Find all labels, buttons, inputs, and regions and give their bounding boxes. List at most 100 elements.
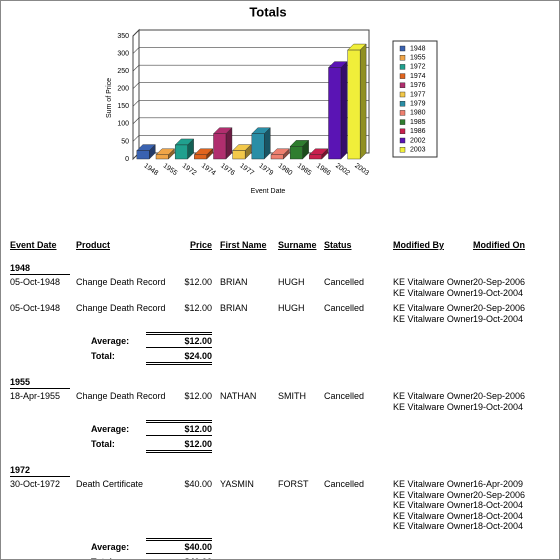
- cell: NATHAN: [220, 391, 257, 401]
- cell: BRIAN: [220, 303, 248, 313]
- cell: 18-Apr-1955: [10, 391, 61, 401]
- bar: [309, 154, 322, 160]
- group-year: 1972: [10, 465, 31, 475]
- rule: [10, 274, 70, 275]
- legend-swatch: [399, 64, 406, 70]
- legend-swatch: [399, 73, 406, 79]
- cell: 30-Oct-1972: [10, 479, 61, 489]
- cell: SMITH: [278, 391, 306, 401]
- average-label: Average:: [91, 336, 130, 346]
- bar-side: [359, 43, 367, 160]
- column-header: Surname: [278, 240, 317, 250]
- rule: [146, 422, 212, 423]
- rule: [146, 435, 212, 436]
- modified-on: 19-Oct-2004: [473, 287, 524, 298]
- chart-title: Totals: [249, 4, 286, 19]
- cell: YASMIN: [220, 479, 254, 489]
- cell: Change Death Record: [76, 277, 166, 287]
- modified-on: 19-Oct-2004: [473, 313, 524, 324]
- legend-label: 2003: [410, 147, 426, 154]
- cell: 05-Oct-1948: [10, 277, 61, 287]
- legend-swatch: [399, 110, 406, 116]
- grid-line: [132, 29, 369, 37]
- modified-on: 20-Sep-2006: [473, 277, 526, 287]
- modified-on: 19-Oct-2004: [473, 401, 524, 412]
- y-tick-label: 50: [121, 138, 129, 145]
- x-tick-label: 2002: [334, 162, 351, 177]
- average-value: $12.00: [184, 424, 212, 434]
- bar: [232, 150, 246, 160]
- legend-swatch: [399, 91, 406, 98]
- cell: HUGH: [278, 277, 305, 287]
- bar: [289, 146, 303, 160]
- x-tick-label: 1976: [219, 162, 236, 177]
- cell: Cancelled: [324, 277, 365, 287]
- modified-on: 18-Oct-2004: [473, 500, 524, 510]
- bar: [136, 150, 150, 160]
- x-tick-label: 1986: [315, 162, 332, 177]
- x-tick-label: 1948: [142, 162, 159, 177]
- average-label: Average:: [91, 424, 130, 434]
- grid-line: [132, 82, 369, 89]
- x-tick-label: 1979: [257, 162, 274, 177]
- price: $12.00: [184, 303, 212, 313]
- rule: [146, 347, 212, 348]
- column-header: Event Date: [10, 240, 57, 250]
- y-tick-label: 100: [117, 121, 129, 128]
- rule: [146, 364, 212, 365]
- x-tick-label: 1977: [238, 162, 255, 177]
- legend-label: 1977: [410, 91, 426, 98]
- x-tick-label: 2003: [353, 162, 370, 177]
- cell: BRIAN: [220, 277, 248, 287]
- y-tick-label: 0: [125, 156, 129, 163]
- rule: [10, 388, 70, 389]
- bar: [328, 67, 342, 160]
- legend-swatch: [399, 100, 406, 107]
- legend-label: 1972: [410, 64, 426, 71]
- price: $12.00: [184, 391, 212, 401]
- modified-on: 20-Sep-2006: [473, 489, 526, 500]
- rule: [146, 362, 212, 363]
- rule: [146, 420, 212, 421]
- y-tick-label: 350: [117, 33, 129, 40]
- legend-label: 2002: [410, 137, 426, 144]
- x-tick-label: 1955: [162, 162, 179, 177]
- total-label: Total:: [91, 351, 115, 361]
- modified-on: 16-Apr-2009: [473, 479, 524, 489]
- legend-label: 1986: [410, 128, 426, 135]
- legend-label: 1979: [410, 101, 426, 108]
- cell: Change Death Record: [76, 391, 166, 401]
- x-tick-label: 1972: [181, 162, 198, 177]
- cell: HUGH: [278, 303, 305, 313]
- legend-label: 1974: [410, 73, 426, 80]
- total-label: Total:: [91, 439, 115, 449]
- y-tick-label: 300: [117, 50, 129, 57]
- total-value: $40.00: [151, 557, 212, 559]
- chart-wall: [132, 28, 140, 161]
- legend-label: 1955: [410, 55, 426, 62]
- cell: 05-Oct-1948: [10, 303, 61, 313]
- column-header: Modified On: [473, 240, 525, 250]
- legend-swatch: [399, 128, 406, 135]
- x-axis-label: Event Date: [251, 188, 286, 195]
- y-tick-label: 200: [117, 86, 129, 93]
- cell: Change Death Record: [76, 303, 166, 313]
- price: $40.00: [184, 479, 212, 489]
- legend-label: 1985: [410, 119, 426, 126]
- column-header: Status: [324, 240, 352, 250]
- total-label: Total:: [91, 557, 115, 559]
- cell: Death Certificate: [76, 479, 144, 489]
- rule: [146, 450, 212, 451]
- chart: Totals Event Date Sum of Price 0 50 100 150…: [106, 4, 438, 195]
- y-axis-label: Sum of Price: [106, 78, 113, 118]
- average-label: Average:: [91, 542, 130, 552]
- total-value: $24.00: [184, 351, 212, 361]
- legend-swatch: [399, 119, 406, 125]
- legend-swatch: [399, 137, 406, 144]
- total-value: $12.00: [184, 439, 212, 449]
- legend-label: 1948: [410, 45, 426, 52]
- column-header: Modified By: [393, 240, 444, 250]
- cell: Cancelled: [324, 391, 365, 401]
- legend-swatch: [399, 82, 406, 89]
